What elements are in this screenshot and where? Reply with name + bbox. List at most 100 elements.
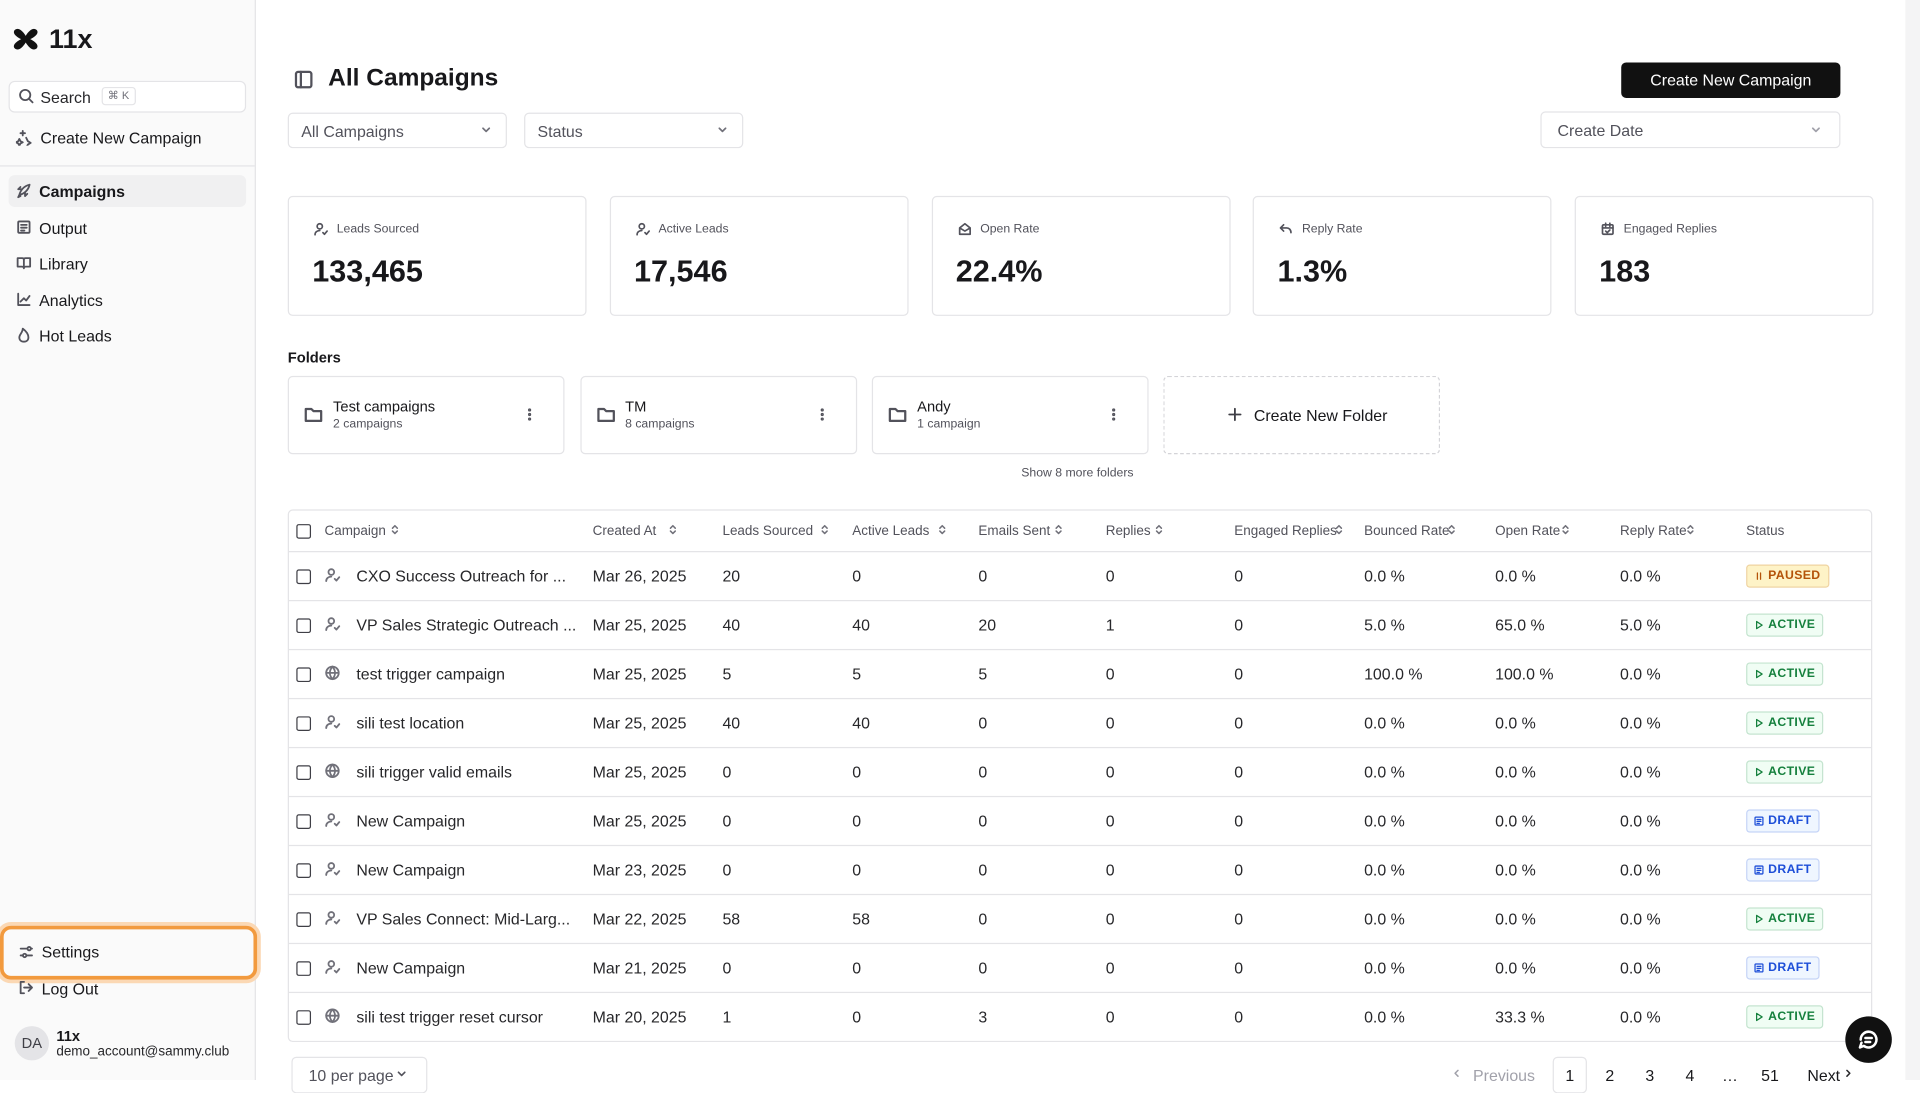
logout[interactable]: Log Out bbox=[41, 979, 99, 998]
campaign-name[interactable]: New Campaign bbox=[356, 811, 466, 831]
search-icon bbox=[19, 88, 34, 104]
column-header[interactable]: Bounced Rate bbox=[1364, 524, 1450, 539]
filter-dropdown[interactable] bbox=[524, 112, 744, 149]
folder-card[interactable] bbox=[579, 375, 857, 455]
per-page-label[interactable]: 10 per page bbox=[308, 1066, 394, 1085]
page-number[interactable]: 2 bbox=[1605, 1066, 1615, 1085]
create-folder[interactable] bbox=[1163, 375, 1441, 455]
table-cell: 0.0 % bbox=[1495, 958, 1536, 978]
play-icon bbox=[1755, 914, 1763, 924]
campaign-name[interactable]: VP Sales Connect: Mid-Larg... bbox=[356, 909, 571, 929]
column-header[interactable]: Campaign bbox=[324, 524, 386, 539]
campaign-name[interactable]: sili test location bbox=[356, 713, 465, 733]
create-button[interactable]: Create New Campaign bbox=[1621, 62, 1841, 98]
page-title: All Campaigns bbox=[328, 64, 499, 92]
campaign-name[interactable]: VP Sales Strategic Outreach ... bbox=[356, 615, 577, 635]
folder-card[interactable] bbox=[287, 375, 565, 455]
date-dropdown[interactable] bbox=[1540, 111, 1841, 149]
campaign-name[interactable]: sili test trigger reset cursor bbox=[356, 1007, 543, 1027]
column-header[interactable]: Leads Sourced bbox=[722, 524, 814, 539]
create-folder-label[interactable]: Create New Folder bbox=[1253, 406, 1388, 425]
table-cell: 0 bbox=[1105, 1007, 1115, 1027]
page-number[interactable]: 51 bbox=[1761, 1066, 1779, 1085]
status-badge: DRAFT bbox=[1746, 858, 1821, 882]
checkbox[interactable] bbox=[296, 618, 312, 634]
nav-item[interactable]: Analytics bbox=[39, 290, 103, 310]
table-cell: 0 bbox=[1105, 811, 1115, 831]
next[interactable]: Next bbox=[1807, 1066, 1841, 1085]
chat-button[interactable] bbox=[1845, 1016, 1892, 1063]
column-header[interactable]: Engaged Replies bbox=[1234, 524, 1337, 539]
stat-value: 17,546 bbox=[633, 254, 728, 289]
stat-label: Leads Sourced bbox=[336, 222, 420, 237]
table-cell: 0.0 % bbox=[1620, 811, 1661, 831]
table bbox=[287, 509, 1873, 1043]
checkbox[interactable] bbox=[296, 667, 312, 683]
checkbox[interactable] bbox=[296, 863, 312, 878]
campaign-name[interactable]: New Campaign bbox=[356, 958, 466, 978]
nav-item[interactable]: Library bbox=[39, 254, 88, 274]
campaign-name[interactable]: test trigger campaign bbox=[356, 664, 505, 684]
page-number[interactable]: 3 bbox=[1645, 1066, 1655, 1085]
table-cell: 0.0 % bbox=[1620, 1007, 1661, 1027]
page-number[interactable]: 1 bbox=[1565, 1066, 1575, 1085]
checkbox[interactable] bbox=[296, 912, 312, 927]
folder-card[interactable] bbox=[871, 375, 1149, 455]
checkbox[interactable] bbox=[296, 765, 312, 781]
table-cell: 0 bbox=[1234, 566, 1244, 586]
sidebar-create[interactable]: Create New Campaign bbox=[40, 128, 202, 147]
checkbox[interactable] bbox=[296, 716, 312, 732]
table-cell: 40 bbox=[722, 615, 741, 635]
chev-icon bbox=[1454, 1069, 1459, 1077]
column-header[interactable]: Emails Sent bbox=[978, 524, 1051, 539]
campaign-name[interactable]: New Campaign bbox=[356, 860, 466, 880]
page-number[interactable]: 4 bbox=[1685, 1066, 1695, 1085]
settings[interactable]: Settings bbox=[41, 942, 100, 962]
table-cell: 0 bbox=[722, 811, 732, 831]
play-icon bbox=[1755, 767, 1763, 777]
folder-count: 2 campaigns bbox=[333, 417, 403, 432]
column-header[interactable]: Open Rate bbox=[1495, 524, 1561, 539]
folder-icon bbox=[304, 407, 323, 422]
table-cell: 0 bbox=[1105, 762, 1115, 782]
search-label[interactable]: Search bbox=[40, 88, 91, 107]
table-cell: 0 bbox=[1234, 762, 1244, 782]
doc-icon bbox=[17, 219, 31, 234]
nav-item[interactable]: Hot Leads bbox=[39, 326, 112, 346]
sort-icon bbox=[1562, 524, 1569, 535]
checkbox[interactable] bbox=[296, 524, 312, 539]
campaign-name[interactable]: sili trigger valid emails bbox=[356, 762, 513, 782]
table-cell: 0.0 % bbox=[1364, 1007, 1405, 1027]
checkbox[interactable] bbox=[296, 1010, 312, 1025]
checkbox[interactable] bbox=[296, 961, 312, 976]
table-cell: 58 bbox=[852, 909, 870, 929]
campaign-name[interactable]: CXO Success Outreach for ... bbox=[356, 566, 567, 586]
play-icon bbox=[1755, 1012, 1763, 1022]
filter-dropdown[interactable] bbox=[287, 112, 507, 149]
status-badge: ACTIVE bbox=[1746, 760, 1824, 784]
table-cell: 1 bbox=[722, 1007, 732, 1027]
table-cell: Mar 21, 2025 bbox=[592, 958, 687, 978]
previous[interactable]: Previous bbox=[1473, 1066, 1535, 1085]
page-number[interactable]: … bbox=[1721, 1066, 1738, 1085]
folder-name: Andy bbox=[917, 397, 951, 416]
table-cell: 33.3 % bbox=[1495, 1007, 1545, 1027]
table-cell: 0.0 % bbox=[1620, 860, 1661, 880]
nav-item[interactable]: Campaigns bbox=[39, 182, 125, 201]
search-box[interactable] bbox=[8, 80, 247, 113]
nav-item[interactable]: Output bbox=[39, 218, 87, 237]
chev-icon bbox=[482, 127, 491, 133]
column-header[interactable]: Replies bbox=[1105, 524, 1151, 539]
logout-icon bbox=[19, 980, 33, 995]
column-header[interactable]: Active Leads bbox=[852, 524, 930, 539]
doc-icon bbox=[1754, 816, 1764, 826]
checkbox[interactable] bbox=[296, 569, 312, 585]
column-header[interactable]: Reply Rate bbox=[1620, 524, 1687, 539]
row-divider bbox=[288, 942, 1872, 945]
show-more[interactable]: Show 8 more folders bbox=[1021, 466, 1134, 481]
checkbox[interactable] bbox=[296, 814, 312, 829]
row-divider bbox=[288, 991, 1872, 994]
table-cell: 0.0 % bbox=[1364, 958, 1405, 978]
column-header[interactable]: Created At bbox=[592, 524, 657, 539]
table-cell: 0 bbox=[852, 811, 862, 831]
